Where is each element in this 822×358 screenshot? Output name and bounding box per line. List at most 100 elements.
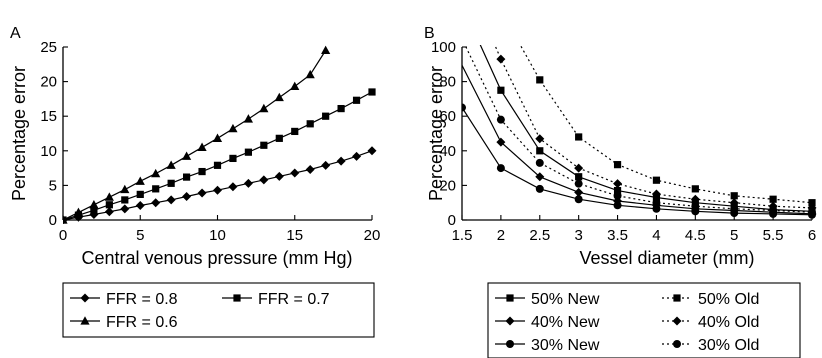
data-point: [352, 96, 361, 104]
data-point: [198, 167, 206, 176]
data-point: [182, 151, 192, 160]
data-point: [228, 123, 238, 133]
legend-marker: [673, 340, 681, 348]
data-point: [228, 182, 238, 192]
data-point: [213, 185, 222, 195]
data-point: [613, 179, 623, 189]
legend-item: 40% Old: [662, 314, 759, 331]
series-line: [464, 45, 813, 213]
data-point: [274, 171, 284, 181]
y-tick-label: 0: [448, 212, 456, 229]
data-point: [104, 192, 114, 201]
series-line: [519, 45, 813, 204]
data-point: [691, 185, 699, 193]
data-point: [260, 141, 268, 149]
data-point: [275, 134, 283, 142]
data-point: [575, 173, 583, 181]
legend-label: 40% Old: [698, 314, 759, 331]
y-tick-label: 10: [40, 143, 57, 160]
data-point: [291, 127, 299, 136]
legend-label: FFR = 0.6: [106, 314, 178, 331]
series-30-old: [464, 45, 816, 217]
y-axis-label: Percentage error: [9, 66, 29, 201]
data-point: [63, 215, 68, 224]
data-point: [305, 69, 315, 79]
series-ffr-0-7: [63, 88, 376, 224]
y-tick-label: 20: [40, 74, 57, 91]
data-point: [337, 104, 345, 113]
data-point: [305, 164, 315, 174]
data-point: [574, 187, 584, 197]
data-point: [575, 133, 583, 141]
data-point: [274, 92, 284, 102]
data-point: [535, 184, 544, 193]
legend-marker: [506, 340, 514, 348]
data-point: [574, 195, 583, 204]
data-point: [535, 158, 544, 167]
data-point: [212, 133, 223, 142]
x-axis-label: Central venous pressure (mm Hg): [81, 248, 352, 268]
chart-panel-b: B1.5 2 2.5 3 3.5 4 4.5 5 5.5 6020406080100Vessel …: [424, 25, 817, 358]
data-point: [535, 134, 545, 144]
y-tick-label: 20: [439, 177, 456, 194]
data-point: [613, 191, 622, 200]
x-tick-label: 3.5: [607, 227, 628, 244]
data-point: [243, 114, 253, 123]
y-axis-label: Percentage error: [426, 66, 446, 201]
y-tick-label: 80: [439, 74, 456, 91]
data-point: [120, 184, 130, 194]
x-tick-label: 20: [364, 227, 381, 244]
legend-marker: [80, 316, 90, 325]
data-point: [90, 206, 98, 214]
data-point: [462, 103, 466, 112]
data-point: [536, 147, 544, 155]
data-point: [730, 192, 738, 200]
legend-item: 40% New: [495, 314, 600, 331]
legend-marker: [80, 293, 90, 303]
data-point: [690, 194, 700, 204]
x-tick-label: 2: [497, 227, 505, 244]
data-point: [729, 198, 739, 208]
data-point: [574, 163, 584, 173]
data-point: [336, 156, 346, 166]
x-tick-label: 4.5: [685, 227, 706, 244]
legend-item: 50% Old: [662, 291, 759, 308]
series-ffr-0-8: [63, 146, 377, 224]
x-tick-label: 5: [136, 227, 144, 244]
data-point: [73, 207, 84, 216]
data-point: [613, 161, 622, 169]
legend-label: 40% New: [531, 314, 600, 331]
data-point: [322, 112, 330, 120]
data-point: [367, 146, 377, 156]
data-point: [213, 161, 222, 169]
x-tick-label: 5: [730, 227, 738, 244]
data-point: [229, 154, 237, 163]
data-point: [368, 88, 376, 96]
data-point: [166, 195, 176, 205]
data-point: [574, 179, 583, 188]
y-tick-label: 15: [40, 108, 57, 125]
data-point: [244, 148, 252, 156]
data-point: [135, 200, 145, 210]
data-point: [730, 204, 739, 213]
series-line: [462, 64, 813, 215]
legend-box: [62, 282, 375, 338]
x-tick-label: 6: [808, 227, 816, 244]
data-point: [183, 173, 191, 181]
data-point: [259, 175, 269, 185]
legend-marker: [233, 294, 241, 302]
x-tick-label: 4: [652, 227, 660, 244]
data-point: [652, 204, 661, 213]
data-point: [167, 179, 175, 187]
data-point: [613, 186, 622, 195]
data-point: [290, 81, 300, 91]
x-tick-label: 10: [209, 227, 226, 244]
data-point: [769, 195, 777, 203]
legend-label: FFR = 0.7: [258, 291, 330, 308]
data-point: [651, 189, 661, 199]
y-tick-label: 60: [439, 108, 456, 125]
data-point: [182, 191, 192, 201]
data-point: [496, 164, 505, 173]
data-point: [496, 137, 506, 147]
data-point: [89, 199, 99, 209]
